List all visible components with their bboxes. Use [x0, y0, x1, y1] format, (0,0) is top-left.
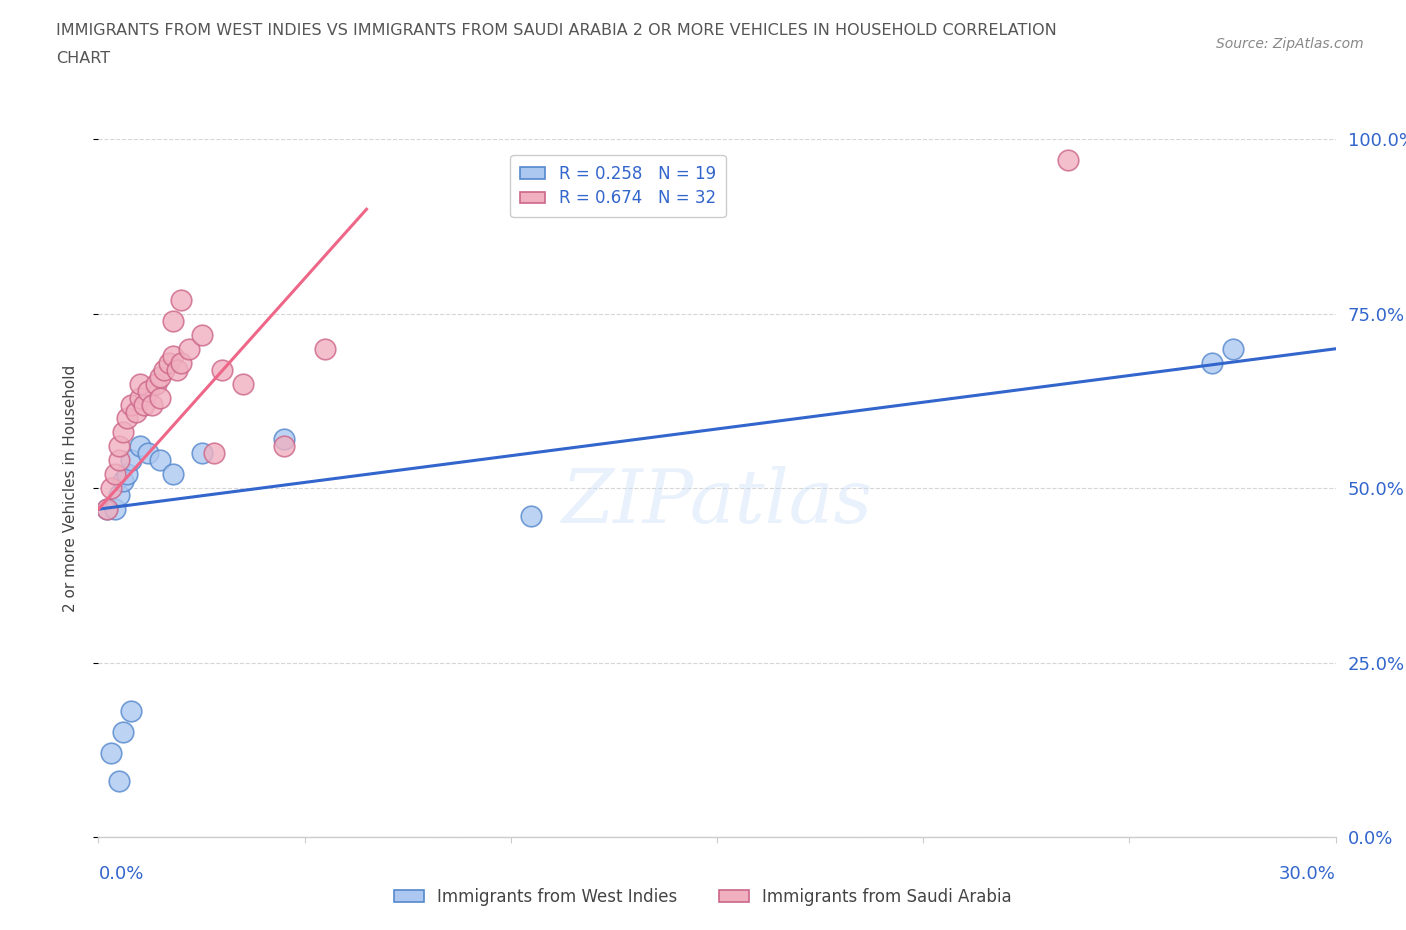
Point — [170, 355, 193, 370]
Point — [202, 446, 225, 461]
Point — [136, 446, 159, 461]
Point — [179, 341, 201, 356]
Point — [108, 439, 131, 454]
Point — [520, 509, 543, 524]
Point — [166, 363, 188, 378]
Point — [136, 383, 159, 398]
Legend: Immigrants from West Indies, Immigrants from Saudi Arabia: Immigrants from West Indies, Immigrants … — [387, 881, 1019, 912]
Point — [112, 425, 135, 440]
Point — [128, 391, 150, 405]
Point — [149, 453, 172, 468]
Point — [108, 453, 131, 468]
Legend: R = 0.258   N = 19, R = 0.674   N = 32: R = 0.258 N = 19, R = 0.674 N = 32 — [510, 154, 725, 218]
Point — [1201, 355, 1223, 370]
Point — [162, 467, 184, 482]
Point — [190, 446, 212, 461]
Point — [1056, 153, 1078, 167]
Point — [170, 292, 193, 307]
Point — [153, 363, 176, 378]
Point — [117, 411, 139, 426]
Point — [108, 487, 131, 502]
Point — [162, 349, 184, 364]
Point — [104, 467, 127, 482]
Point — [112, 474, 135, 489]
Point — [145, 376, 167, 391]
Point — [273, 439, 295, 454]
Text: Source: ZipAtlas.com: Source: ZipAtlas.com — [1216, 37, 1364, 51]
Text: ZIPatlas: ZIPatlas — [561, 466, 873, 538]
Point — [108, 774, 131, 789]
Point — [120, 453, 142, 468]
Point — [100, 481, 122, 496]
Point — [120, 397, 142, 412]
Text: 0.0%: 0.0% — [98, 865, 143, 883]
Point — [190, 327, 212, 342]
Point — [273, 432, 295, 447]
Point — [128, 376, 150, 391]
Point — [96, 502, 118, 517]
Point — [120, 704, 142, 719]
Point — [100, 746, 122, 761]
Point — [96, 502, 118, 517]
Point — [1222, 341, 1244, 356]
Point — [314, 341, 336, 356]
Point — [149, 391, 172, 405]
Point — [232, 376, 254, 391]
Point — [104, 502, 127, 517]
Point — [112, 725, 135, 740]
Point — [132, 397, 155, 412]
Point — [117, 467, 139, 482]
Y-axis label: 2 or more Vehicles in Household: 2 or more Vehicles in Household — [63, 365, 77, 612]
Text: IMMIGRANTS FROM WEST INDIES VS IMMIGRANTS FROM SAUDI ARABIA 2 OR MORE VEHICLES I: IMMIGRANTS FROM WEST INDIES VS IMMIGRANT… — [56, 23, 1057, 38]
Point — [124, 404, 146, 418]
Text: CHART: CHART — [56, 51, 110, 66]
Point — [211, 363, 233, 378]
Point — [157, 355, 180, 370]
Text: 30.0%: 30.0% — [1279, 865, 1336, 883]
Point — [162, 313, 184, 328]
Point — [141, 397, 163, 412]
Point — [149, 369, 172, 384]
Point — [128, 439, 150, 454]
